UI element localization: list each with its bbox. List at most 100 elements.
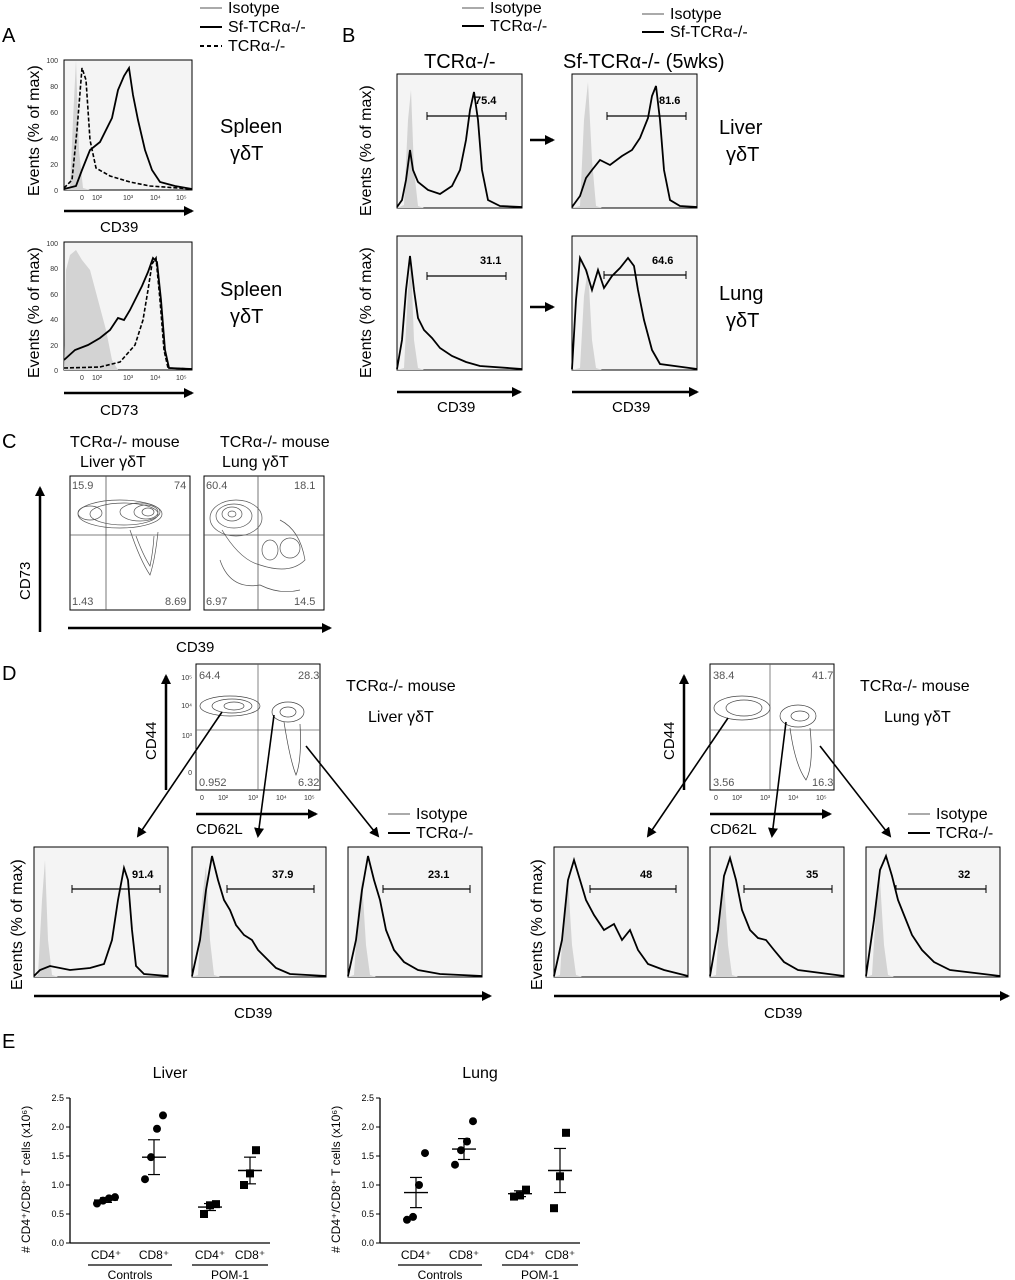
xtick: 10² [732, 795, 743, 802]
ytick: 80 [50, 266, 58, 273]
ytick: 0 [54, 188, 58, 195]
group-label: POM-1 [521, 1268, 559, 1280]
cell-label: γδT [726, 310, 759, 332]
quadrant-ul: 15.9 [72, 480, 93, 492]
x-axis-label: CD39 [437, 399, 475, 416]
quadrant-ll: 6.97 [206, 596, 227, 608]
ytick: 100 [46, 58, 58, 65]
panel-d-liver-histograms: 91.4 37.9 23.1 [33, 846, 483, 978]
isotype-histogram [348, 880, 376, 977]
data-point [200, 1210, 208, 1218]
dot-y-axis-label: CD44 [143, 722, 160, 760]
xtick: 10³ [123, 195, 134, 202]
category-label: CD4⁺ [195, 1248, 225, 1262]
isotype-histogram [572, 268, 602, 370]
isotype-histogram [554, 880, 582, 977]
quadrant-ul: 38.4 [713, 670, 734, 682]
col1-title: TCRα-/- [424, 51, 496, 73]
category-label: CD4⁺ [91, 1248, 121, 1262]
isotype-histogram [397, 90, 424, 208]
y-axis-label: Events (% of max) [358, 247, 375, 378]
tissue-label: Spleen [220, 116, 282, 138]
ytick: 10⁵ [181, 675, 192, 682]
data-point [562, 1128, 570, 1137]
tcra-histogram [396, 91, 523, 208]
quadrant-ll: 3.56 [713, 777, 734, 789]
x-axis-label: CD39 [234, 1005, 272, 1022]
y-tick-label: 0.5 [361, 1209, 374, 1219]
tcra-histogram [191, 855, 327, 977]
quadrant-ur: 41.7 [812, 670, 833, 682]
data-point [141, 1175, 149, 1184]
xtick: 0 [80, 195, 84, 202]
quadrant-ul: 60.4 [206, 480, 227, 492]
legend-sf-tcra: Sf-TCRα-/- [670, 24, 748, 41]
d-title-1: TCRα-/- mouse [346, 678, 456, 695]
isotype-histogram [64, 250, 118, 370]
data-point [159, 1111, 167, 1120]
ytick: 40 [50, 317, 58, 324]
xtick: 10⁴ [276, 795, 287, 802]
ytick: 40 [50, 136, 58, 143]
ytick: 20 [50, 343, 58, 350]
y-axis-label: Events (% of max) [9, 859, 26, 990]
y-axis-label: # CD4⁺/CD8⁺ T cells (x10⁶) [329, 1106, 343, 1253]
panel-d-legend-left: Isotype TCRα-/- [388, 806, 473, 842]
legend-tcra: TCRα-/- [228, 38, 285, 55]
data-point [550, 1204, 558, 1213]
xtick: 10⁴ [150, 375, 161, 382]
x-axis-label: CD39 [612, 399, 650, 416]
xtick: 10³ [248, 795, 259, 802]
panel-b-legend-1: Isotype TCRα-/- [462, 0, 547, 35]
group-label: POM-1 [211, 1268, 249, 1280]
c-title-2b: Lung γδT [222, 454, 289, 471]
lung-scatter-chart: Lung 0.0 0.5 1.0 1.5 2.0 2.5 # CD4⁺/CD8⁺ T cell… [329, 1065, 580, 1280]
xtick: 10⁵ [304, 795, 315, 802]
tcra-dashed-histogram [63, 67, 193, 190]
dot-x-axis-label: CD62L [196, 821, 243, 838]
y-tick-label: 0.5 [51, 1209, 64, 1219]
data-point [451, 1160, 459, 1169]
gate-value: 48 [640, 869, 652, 881]
quadrant-ll: 1.43 [72, 596, 93, 608]
x-axis-label: CD39 [100, 219, 138, 236]
y-tick-label: 1.5 [361, 1151, 374, 1161]
xtick: 0 [200, 795, 204, 802]
legend-tcra: TCRα-/- [936, 825, 993, 842]
gate-value: 81.6 [659, 95, 680, 107]
y-tick-label: 2.0 [361, 1122, 374, 1132]
panel-b-letter: B [342, 25, 355, 47]
y-tick-label: 0.0 [51, 1238, 64, 1248]
legend-isotype: Isotype [936, 806, 988, 823]
gate-value: 75.4 [475, 95, 497, 107]
isotype-histogram [397, 262, 424, 370]
data-point [463, 1137, 471, 1146]
quadrant-lr: 8.69 [165, 596, 186, 608]
tcra-dashed-histogram [63, 255, 193, 370]
category-label: CD8⁺ [139, 1248, 169, 1262]
panel-a-letter: A [2, 25, 16, 47]
d-title-2: Lung γδT [884, 709, 951, 726]
y-tick-label: 2.5 [361, 1093, 374, 1103]
gate-value: 37.9 [272, 869, 293, 881]
quadrant-lr: 16.3 [812, 777, 833, 789]
legend-tcra: TCRα-/- [416, 825, 473, 842]
dot-y-axis-label: CD44 [661, 722, 678, 760]
legend-isotype: Isotype [490, 0, 542, 17]
sf-tcra-histogram [571, 254, 698, 370]
sf-tcra-histogram [571, 85, 698, 208]
cell-label: γδT [726, 144, 759, 166]
ytick: 80 [50, 84, 58, 91]
gate-value: 64.6 [652, 255, 673, 267]
panel-e-letter: E [2, 1031, 15, 1053]
xtick: 10³ [123, 375, 134, 382]
y-tick-label: 2.0 [51, 1122, 64, 1132]
y-tick-label: 2.5 [51, 1093, 64, 1103]
y-tick-label: 0.0 [361, 1238, 374, 1248]
xtick: 10⁵ [176, 195, 187, 202]
legend-tcra: TCRα-/- [490, 18, 547, 35]
ytick: 0 [54, 368, 58, 375]
data-point [403, 1215, 411, 1224]
data-point [421, 1149, 429, 1158]
